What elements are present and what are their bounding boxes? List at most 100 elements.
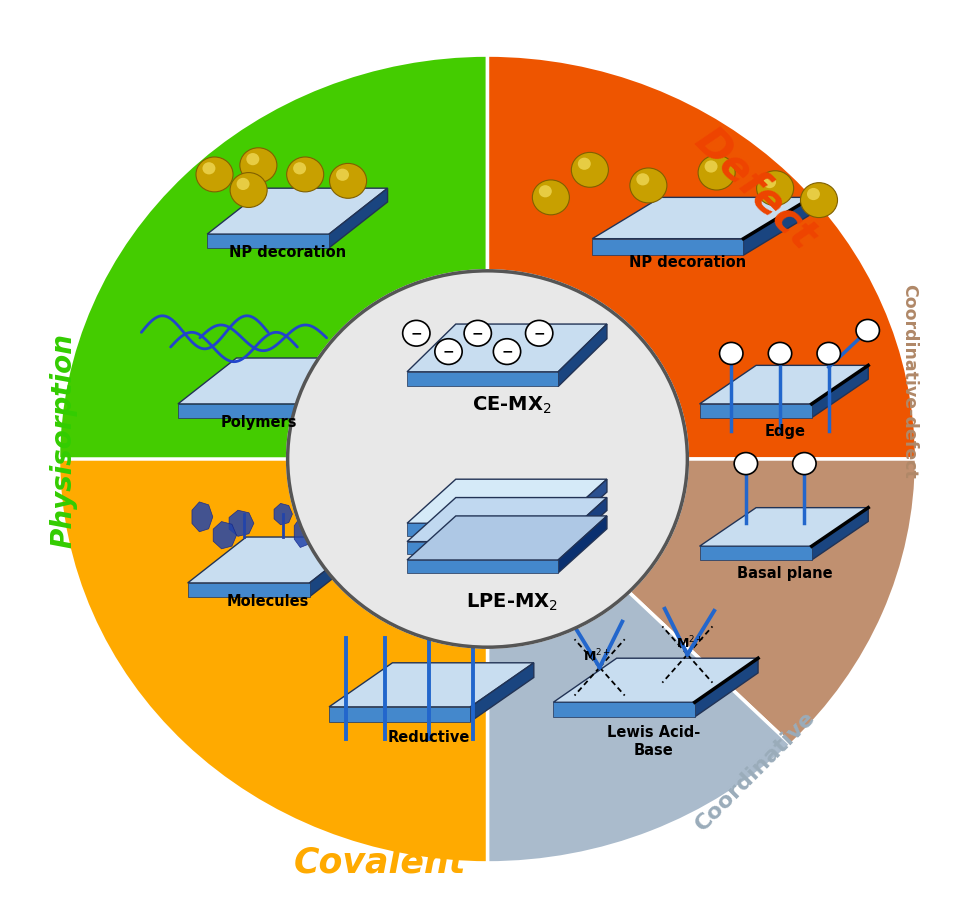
Polygon shape <box>274 503 292 525</box>
Circle shape <box>571 152 608 187</box>
Polygon shape <box>700 365 869 404</box>
Circle shape <box>287 157 324 192</box>
Polygon shape <box>187 537 369 583</box>
Text: −: − <box>443 344 454 359</box>
Circle shape <box>586 166 601 180</box>
Polygon shape <box>593 239 744 255</box>
Polygon shape <box>700 508 869 546</box>
Polygon shape <box>300 358 359 418</box>
Circle shape <box>245 186 259 200</box>
Circle shape <box>644 182 659 196</box>
Circle shape <box>817 342 840 364</box>
Polygon shape <box>558 498 606 554</box>
Polygon shape <box>471 663 534 722</box>
Text: CE-MX$_2$: CE-MX$_2$ <box>472 395 552 416</box>
Polygon shape <box>558 479 606 536</box>
Circle shape <box>330 163 367 198</box>
Polygon shape <box>310 537 369 597</box>
Text: −: − <box>533 326 545 341</box>
Polygon shape <box>177 358 359 404</box>
Polygon shape <box>214 521 237 549</box>
Polygon shape <box>811 365 869 418</box>
Polygon shape <box>700 404 811 418</box>
Circle shape <box>705 161 718 173</box>
Polygon shape <box>558 516 606 573</box>
Circle shape <box>578 158 591 170</box>
Polygon shape <box>593 197 811 239</box>
Circle shape <box>211 171 225 185</box>
Polygon shape <box>229 510 254 536</box>
Polygon shape <box>330 707 471 722</box>
Circle shape <box>336 169 349 181</box>
Polygon shape <box>408 560 558 573</box>
Text: M$^{2+}$: M$^{2+}$ <box>583 648 610 665</box>
Circle shape <box>196 157 233 192</box>
Circle shape <box>293 162 306 174</box>
Circle shape <box>203 162 215 174</box>
Polygon shape <box>330 663 534 707</box>
Circle shape <box>301 171 316 185</box>
Circle shape <box>637 174 649 185</box>
Circle shape <box>698 155 735 190</box>
Wedge shape <box>58 55 488 863</box>
Text: Coordinative: Coordinative <box>692 708 819 834</box>
Wedge shape <box>629 459 916 744</box>
Circle shape <box>532 180 569 215</box>
Text: Defect: Defect <box>686 119 825 257</box>
Circle shape <box>630 168 667 203</box>
Text: −: − <box>501 344 513 359</box>
Polygon shape <box>408 324 606 372</box>
Polygon shape <box>408 498 606 542</box>
Circle shape <box>768 342 792 364</box>
Circle shape <box>856 319 879 341</box>
Polygon shape <box>408 523 558 536</box>
Circle shape <box>237 178 250 190</box>
Wedge shape <box>488 55 916 459</box>
Circle shape <box>713 169 727 183</box>
Polygon shape <box>208 234 330 248</box>
Polygon shape <box>744 197 811 255</box>
Circle shape <box>344 177 359 191</box>
Text: NP decoration: NP decoration <box>629 255 746 270</box>
Wedge shape <box>488 592 791 863</box>
Circle shape <box>763 176 776 188</box>
Polygon shape <box>192 502 213 532</box>
Circle shape <box>288 271 687 647</box>
Polygon shape <box>554 702 694 717</box>
Polygon shape <box>554 658 759 702</box>
Circle shape <box>230 173 267 207</box>
Text: Basal plane: Basal plane <box>737 566 833 581</box>
Circle shape <box>815 196 830 210</box>
Circle shape <box>547 194 562 207</box>
Circle shape <box>807 188 820 200</box>
Polygon shape <box>208 188 388 234</box>
Circle shape <box>720 342 743 364</box>
Polygon shape <box>294 518 311 547</box>
Polygon shape <box>694 658 759 717</box>
Polygon shape <box>408 479 606 523</box>
Circle shape <box>793 453 816 475</box>
Circle shape <box>254 162 269 175</box>
Text: M$^{2+}$: M$^{2+}$ <box>677 635 704 652</box>
Text: Coordinative-defect: Coordinative-defect <box>900 284 917 478</box>
Polygon shape <box>330 188 388 248</box>
Text: −: − <box>472 326 484 341</box>
Polygon shape <box>311 506 328 535</box>
Text: Reductive: Reductive <box>388 730 470 744</box>
Circle shape <box>240 148 277 183</box>
Text: Covalent: Covalent <box>294 845 466 880</box>
Text: −: − <box>410 326 422 341</box>
Circle shape <box>403 320 430 346</box>
Circle shape <box>771 185 786 198</box>
Polygon shape <box>187 583 310 597</box>
Text: Polymers: Polymers <box>220 415 296 430</box>
Text: Lewis Acid-
Base: Lewis Acid- Base <box>606 725 700 757</box>
Text: NP decoration: NP decoration <box>229 245 346 260</box>
Circle shape <box>493 339 521 364</box>
Polygon shape <box>177 404 300 418</box>
Polygon shape <box>408 516 606 560</box>
Polygon shape <box>408 542 558 554</box>
Polygon shape <box>700 546 811 560</box>
Circle shape <box>800 183 838 218</box>
Polygon shape <box>558 324 606 386</box>
